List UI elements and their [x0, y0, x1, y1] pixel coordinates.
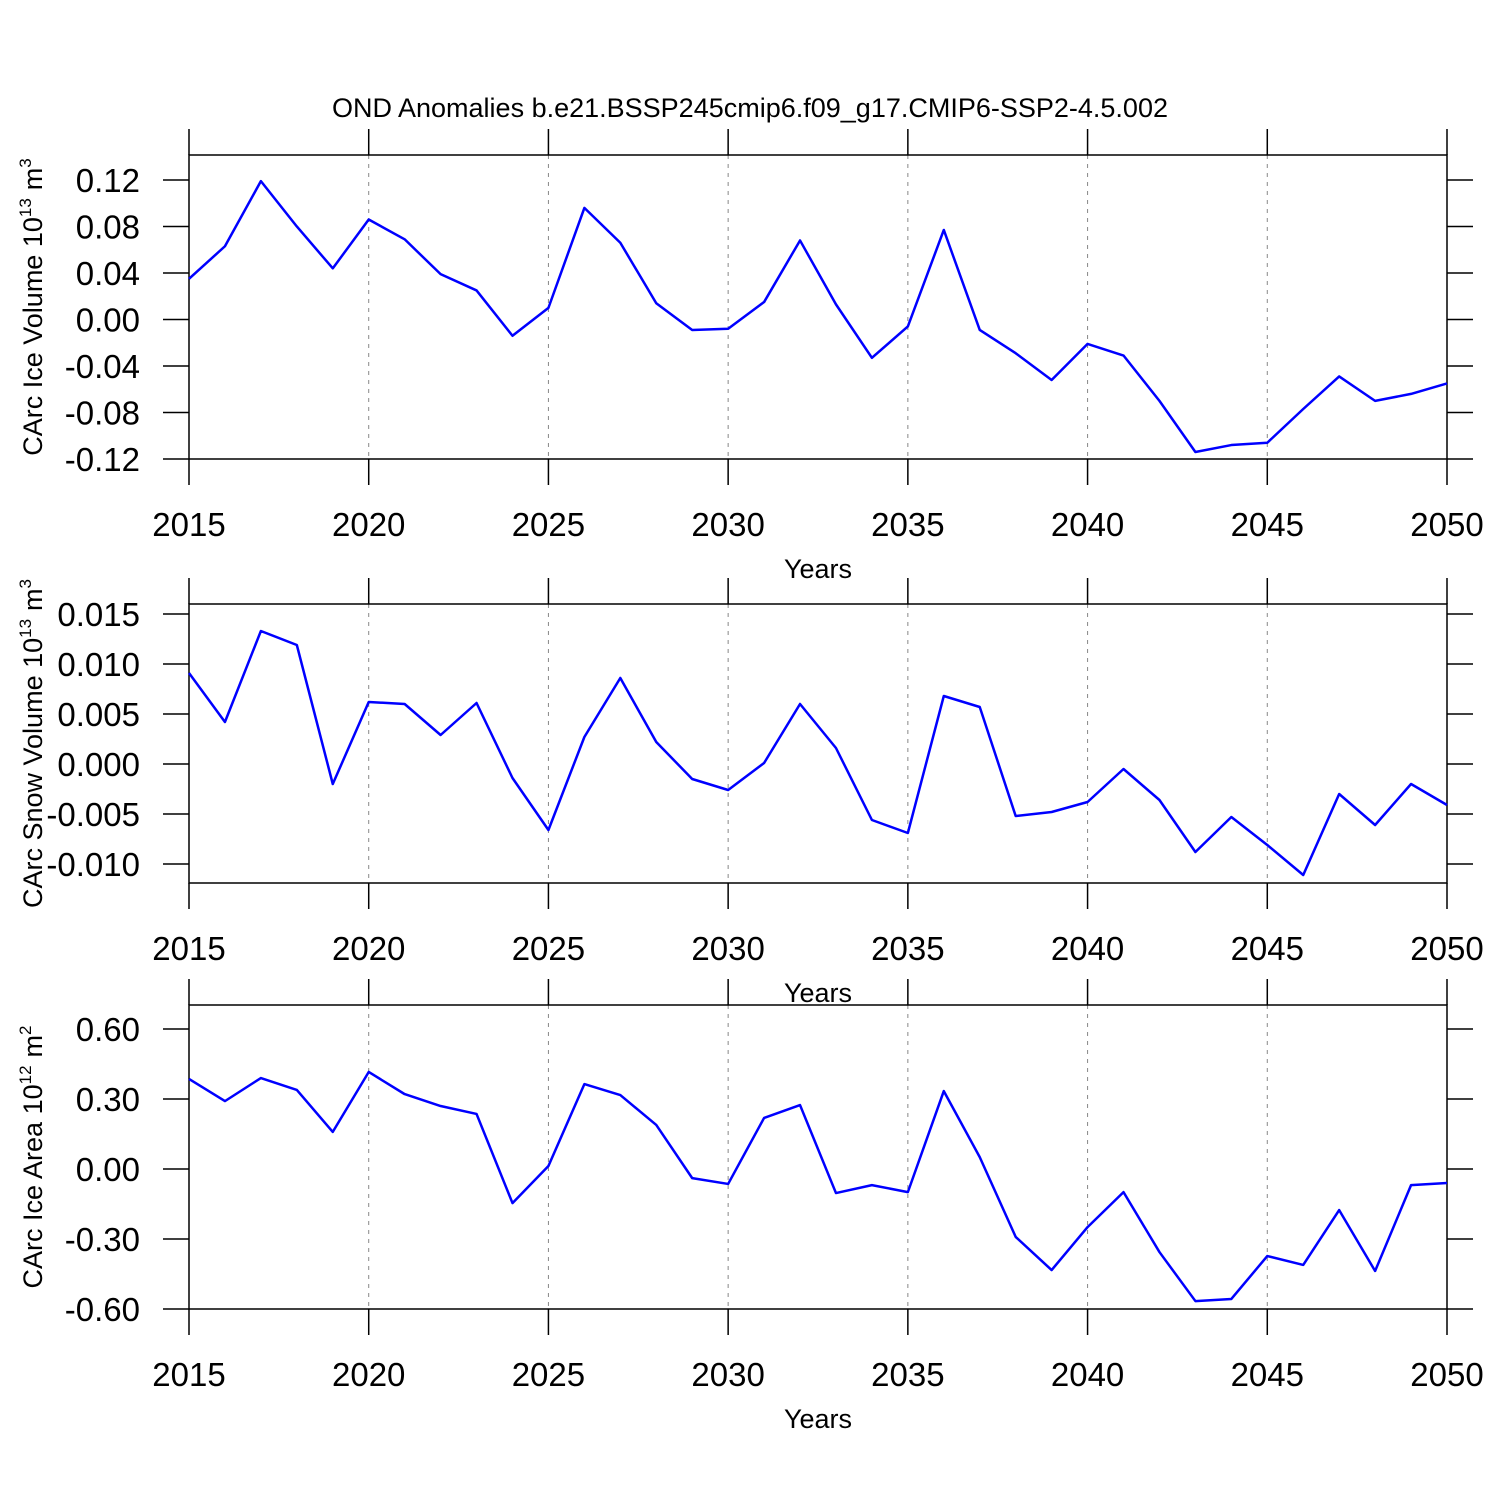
x-tick-label: 2035 [871, 506, 944, 543]
y-tick-label: 0.00 [76, 301, 140, 338]
y-axis-label-text: CArc Ice Volume 10 [18, 217, 48, 456]
y-tick-label: 0.12 [76, 162, 140, 199]
y-axis-label-unit-exponent: 2 [16, 1026, 35, 1035]
y-tick-label: -0.08 [65, 394, 140, 431]
x-tick-label: 2030 [691, 930, 764, 967]
y-axis-label-unit: m [18, 1035, 48, 1058]
y-tick-label: -0.12 [65, 441, 140, 478]
y-tick-label: -0.30 [65, 1221, 140, 1258]
data-line [188, 179, 1448, 454]
y-tick-label: 0.00 [76, 1151, 140, 1188]
x-tick-label: 2040 [1051, 1356, 1124, 1393]
x-tick-label: 2045 [1231, 1356, 1304, 1393]
y-axis-label-unit: m [18, 588, 48, 611]
y-axis-label: CArc Ice Area 1012 m2 [16, 1026, 48, 1289]
x-tick-label: 2015 [152, 1356, 225, 1393]
x-tick-label: 2025 [512, 506, 585, 543]
plot-frame [188, 603, 1448, 884]
plot-frame [188, 154, 1448, 460]
y-axis-label-unit-exponent: 3 [16, 579, 35, 588]
x-tick-label: 2015 [152, 930, 225, 967]
x-tick-label: 2025 [512, 1356, 585, 1393]
x-axis-label: Years [784, 978, 852, 1008]
x-tick-label: 2030 [691, 1356, 764, 1393]
data-line [188, 1070, 1448, 1303]
y-tick-label: -0.005 [46, 796, 140, 833]
x-tick-label: 2035 [871, 930, 944, 967]
y-axis-label-text: CArc Snow Volume 10 [18, 638, 48, 908]
y-axis-label-unit-exponent: 3 [16, 158, 35, 167]
y-tick-label: 0.30 [76, 1081, 140, 1118]
y-tick-label: -0.60 [65, 1291, 140, 1328]
x-axis-label: Years [784, 554, 852, 584]
y-tick-label: 0.60 [76, 1011, 140, 1048]
y-tick-label: -0.04 [65, 348, 140, 385]
x-tick-label: 2040 [1051, 506, 1124, 543]
x-tick-label: 2050 [1410, 1356, 1483, 1393]
y-axis-label: CArc Ice Volume 1013 m3 [16, 158, 48, 456]
x-tick-label: 2040 [1051, 930, 1124, 967]
x-tick-label: 2030 [691, 506, 764, 543]
y-tick-label: 0.04 [76, 255, 140, 292]
x-tick-label: 2020 [332, 930, 405, 967]
y-tick-label: 0.000 [57, 746, 140, 783]
x-tick-label: 2020 [332, 1356, 405, 1393]
y-tick-label: 0.010 [57, 646, 140, 683]
x-tick-label: 2025 [512, 930, 585, 967]
x-tick-label: 2015 [152, 506, 225, 543]
y-axis-label-text: CArc Ice Area 10 [18, 1084, 48, 1288]
x-tick-label: 2020 [332, 506, 405, 543]
y-axis-label-exponent: 13 [16, 198, 35, 217]
y-axis-label-exponent: 13 [16, 619, 35, 638]
x-tick-label: 2050 [1410, 930, 1483, 967]
plot-frame [188, 1004, 1448, 1310]
x-tick-label: 2045 [1231, 930, 1304, 967]
y-axis-label: CArc Snow Volume 1013 m3 [16, 579, 48, 908]
x-tick-label: 2035 [871, 1356, 944, 1393]
y-tick-label: 0.015 [57, 596, 140, 633]
y-tick-label: -0.010 [46, 846, 140, 883]
data-line [187, 629, 1448, 877]
y-tick-label: 0.08 [76, 208, 140, 245]
x-tick-label: 2045 [1231, 506, 1304, 543]
chart-title: OND Anomalies b.e21.BSSP245cmip6.f09_g17… [332, 93, 1168, 123]
y-axis-label-exponent: 12 [16, 1065, 35, 1084]
x-axis-label: Years [784, 1404, 852, 1434]
y-tick-label: 0.005 [57, 696, 140, 733]
y-axis-label-unit: m [18, 168, 48, 191]
x-tick-label: 2050 [1410, 506, 1483, 543]
